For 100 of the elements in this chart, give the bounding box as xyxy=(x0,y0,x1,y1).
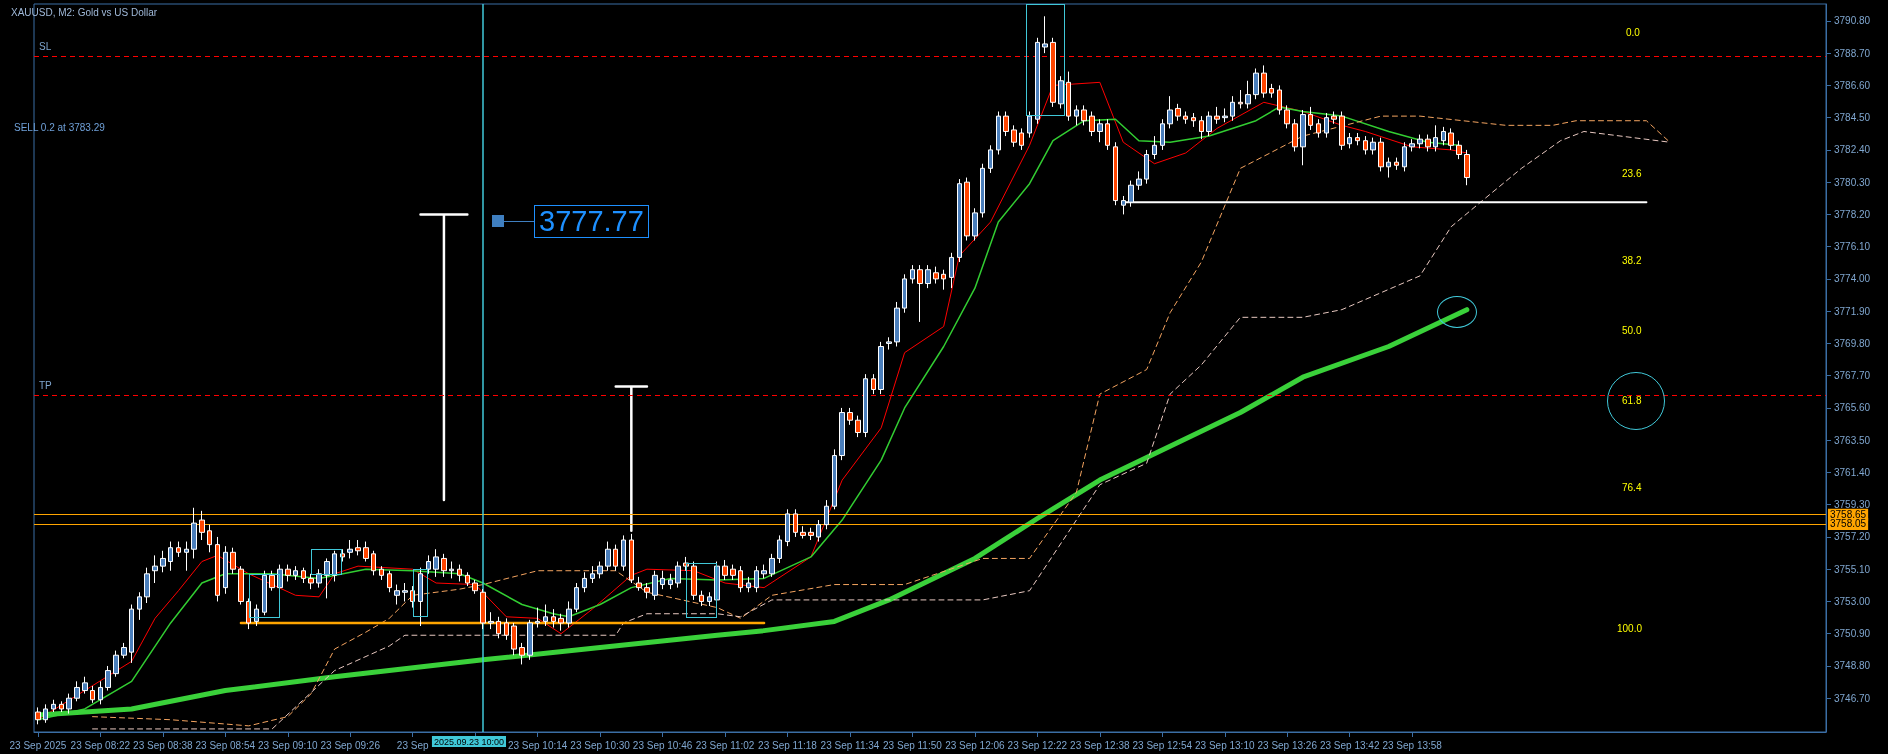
candlestick xyxy=(402,582,408,602)
candlestick xyxy=(472,579,478,595)
candlestick xyxy=(746,576,751,593)
candlestick xyxy=(1363,135,1368,156)
candlestick xyxy=(465,571,470,587)
candlestick xyxy=(355,539,361,556)
candlestick xyxy=(1175,103,1181,122)
candlestick xyxy=(769,553,775,578)
candlestick xyxy=(886,336,892,351)
candlestick xyxy=(1441,126,1446,146)
candlestick xyxy=(691,561,697,601)
candlestick xyxy=(863,373,868,438)
candlestick xyxy=(387,570,392,593)
candlestick xyxy=(699,590,704,607)
annotation: 76.4 xyxy=(1622,482,1642,493)
y-tick-label: 3759.30 xyxy=(1834,499,1871,511)
y-tick-label: 3763.50 xyxy=(1834,434,1871,446)
candlestick xyxy=(1316,118,1321,139)
candlestick xyxy=(824,499,829,530)
candlestick xyxy=(652,570,658,601)
x-tick-label: 23 Sep xyxy=(396,739,429,751)
candlestick xyxy=(621,534,626,572)
candlestick xyxy=(1261,64,1267,99)
candlestick xyxy=(511,622,517,656)
candlestick xyxy=(496,616,501,639)
y-tick-label: 3774.00 xyxy=(1834,273,1871,285)
candlestick xyxy=(59,700,64,713)
candlestick xyxy=(722,559,728,581)
candlestick xyxy=(504,617,509,641)
candlestick xyxy=(51,699,56,713)
x-tick-label: 23 Sep 13:42 xyxy=(1319,739,1380,751)
candlestick xyxy=(660,570,665,590)
candlestick xyxy=(1206,111,1212,137)
candlestick xyxy=(1167,95,1173,129)
candlestick xyxy=(1347,132,1352,149)
candlestick xyxy=(113,650,119,678)
ref-line-label: 3758.65 xyxy=(1830,509,1867,521)
candlestick xyxy=(675,561,681,589)
candlestick xyxy=(668,573,673,590)
candlestick xyxy=(1253,68,1259,100)
candlestick xyxy=(793,508,798,538)
candlestick xyxy=(1300,109,1306,166)
candlestick xyxy=(1199,115,1204,140)
candlestick xyxy=(1042,15,1048,54)
candlestick xyxy=(519,642,525,665)
candlestick xyxy=(738,565,743,593)
candlestick xyxy=(207,524,212,553)
annotation: 38.2 xyxy=(1622,255,1642,266)
candlestick xyxy=(418,567,423,627)
candlestick xyxy=(1136,170,1142,191)
candlestick xyxy=(808,527,814,541)
candlestick xyxy=(74,680,80,702)
candlestick xyxy=(1417,134,1423,149)
candlestick xyxy=(168,541,173,572)
candlestick xyxy=(144,567,150,604)
candlestick xyxy=(1222,107,1228,123)
candlestick xyxy=(1160,118,1165,151)
candlestick xyxy=(754,565,759,593)
x-tick-label: 23 Sep 12:06 xyxy=(945,739,1006,751)
candlestick xyxy=(332,550,337,582)
candlestick xyxy=(199,510,205,541)
x-tick-label: 23 Sep 09:26 xyxy=(320,739,381,751)
x-tick-label: 23 Sep 2025 xyxy=(9,739,67,751)
candlestick xyxy=(574,582,579,613)
ref-line-label: SL xyxy=(39,40,52,52)
x-tick-label: 23 Sep 09:10 xyxy=(258,739,318,751)
y-tick-label: 3788.70 xyxy=(1834,47,1871,59)
x-tick-label: 23 Sep 11:18 xyxy=(758,739,818,751)
x-tick-label: 23 Sep 12:38 xyxy=(1070,739,1131,751)
candlestick xyxy=(613,544,618,572)
candlestick xyxy=(964,177,970,242)
candlestick xyxy=(597,561,603,579)
x-tick-label: 23 Sep 12:22 xyxy=(1007,739,1068,751)
candlestick xyxy=(1292,118,1298,152)
candlestick xyxy=(1308,106,1313,131)
candlestick xyxy=(449,561,454,579)
candlestick xyxy=(363,541,369,563)
y-tick-label: 3755.10 xyxy=(1834,563,1871,575)
candlestick xyxy=(379,565,384,581)
candlestick xyxy=(1019,127,1024,151)
candlestick xyxy=(1011,124,1017,148)
annotation: 61.8 xyxy=(1622,395,1642,406)
y-tick-label: 3767.70 xyxy=(1834,370,1871,382)
candlestick xyxy=(269,570,275,592)
candlestick xyxy=(1191,112,1196,128)
x-tick-label: 23 Sep 10:46 xyxy=(632,739,693,751)
x-tick-label: 23 Sep 12:54 xyxy=(1132,739,1193,751)
candlestick xyxy=(949,252,954,289)
candlestick xyxy=(152,554,158,584)
candlestick xyxy=(582,571,587,593)
candlestick xyxy=(590,565,595,584)
y-tick-label: 3750.90 xyxy=(1834,628,1871,640)
candlestick xyxy=(301,567,306,584)
y-tick-label: 3780.30 xyxy=(1834,176,1871,188)
candlestick xyxy=(816,519,821,543)
candlestick xyxy=(527,619,533,661)
candlestick xyxy=(35,706,41,725)
x-tick-label: 23 Sep 11:34 xyxy=(820,739,880,751)
annotation: 23.6 xyxy=(1622,168,1642,179)
ref-line-label: 3758.05 xyxy=(1830,518,1867,530)
